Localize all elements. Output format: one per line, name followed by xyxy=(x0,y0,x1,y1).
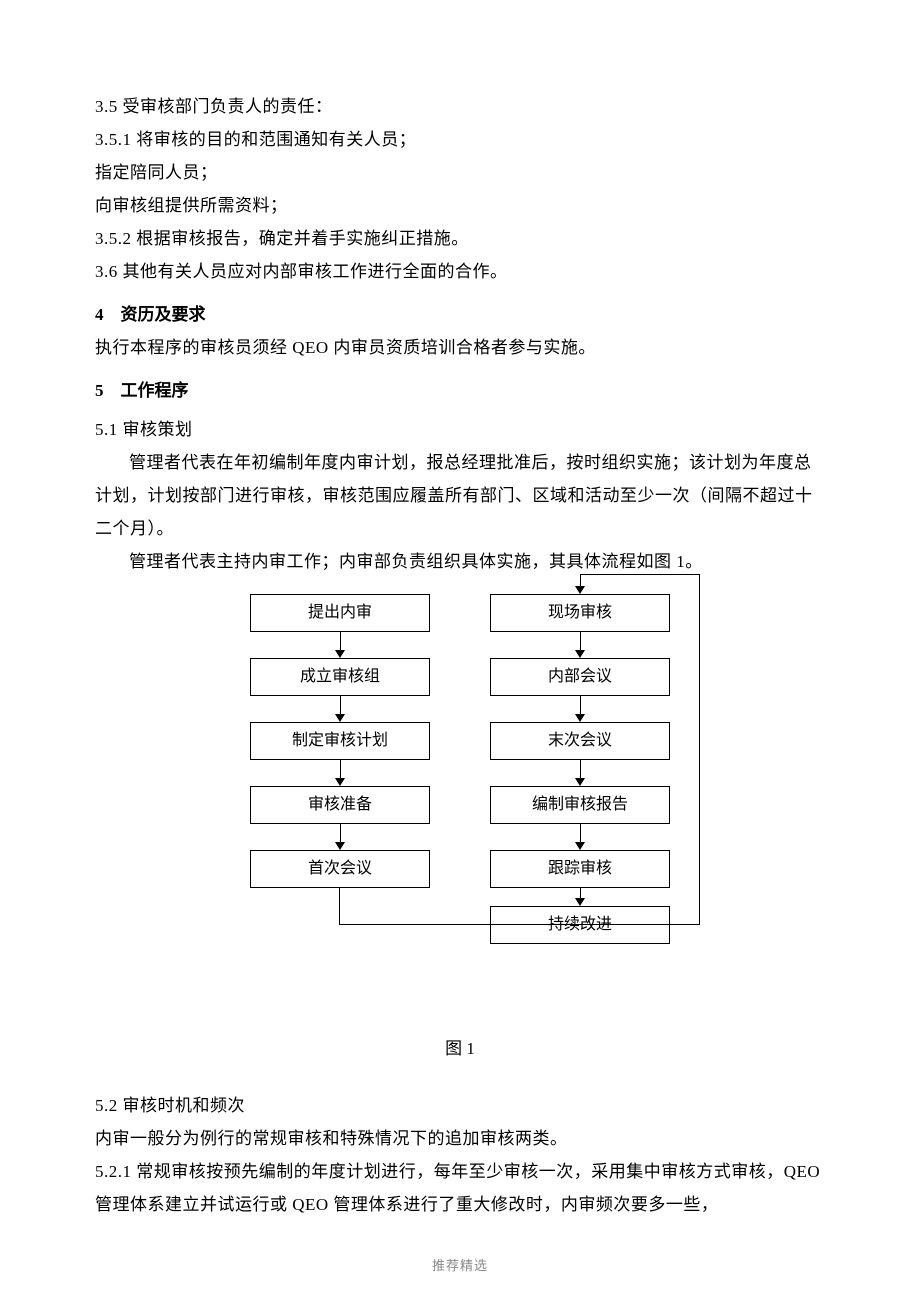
para-5-2: 5.2 审核时机和频次 xyxy=(95,1089,825,1122)
para-3-6: 3.6 其他有关人员应对内部审核工作进行全面的合作。 xyxy=(95,255,825,288)
para-5-2-1: 5.2.1 常规审核按预先编制的年度计划进行，每年至少审核一次，采用集中审核方式… xyxy=(95,1155,825,1221)
flow-node: 提出内审 xyxy=(250,594,430,632)
flow-connector xyxy=(580,574,700,576)
flow-connector xyxy=(339,924,700,926)
flow-node: 审核准备 xyxy=(250,786,430,824)
flow-node: 末次会议 xyxy=(490,722,670,760)
spacer xyxy=(95,1059,825,1089)
flow-node: 跟踪审核 xyxy=(490,850,670,888)
flow-node: 现场审核 xyxy=(490,594,670,632)
flow-node: 制定审核计划 xyxy=(250,722,430,760)
flow-connector xyxy=(339,888,341,924)
para-3-5-2: 3.5.2 根据审核报告，确定并着手实施纠正措施。 xyxy=(95,222,825,255)
flowchart-left-column: 提出内审 成立审核组 制定审核计划 审核准备 首次会议 xyxy=(250,594,430,888)
para-escort: 指定陪同人员； xyxy=(95,156,825,189)
para-5-1-body-b: 管理者代表主持内审工作；内审部负责组织具体实施，其具体流程如图 1。 xyxy=(95,545,825,578)
arrow-down-icon xyxy=(575,586,585,594)
para-5-1: 5.1 审核策划 xyxy=(95,413,825,446)
flow-connector xyxy=(580,574,582,586)
para-4-body: 执行本程序的审核员须经 QEO 内审员资质培训合格者参与实施。 xyxy=(95,331,825,364)
flow-connector xyxy=(699,574,701,924)
para-3-5: 3.5 受审核部门负责人的责任： xyxy=(95,90,825,123)
para-5-1-body-a: 管理者代表在年初编制年度内审计划，报总经理批准后，按时组织实施；该计划为年度总计… xyxy=(95,446,825,545)
page-footer: 推荐精选 xyxy=(0,1255,920,1274)
document-page: 3.5 受审核部门负责人的责任： 3.5.1 将审核的目的和范围通知有关人员； … xyxy=(0,0,920,1302)
para-5-2-intro: 内审一般分为例行的常规审核和特殊情况下的追加审核两类。 xyxy=(95,1122,825,1155)
flow-node: 首次会议 xyxy=(250,850,430,888)
para-materials: 向审核组提供所需资料； xyxy=(95,189,825,222)
flow-node: 编制审核报告 xyxy=(490,786,670,824)
flowchart-figure-1: 提出内审 成立审核组 制定审核计划 审核准备 首次会议 现场审核 内部会议 末次… xyxy=(210,594,710,1024)
figure-caption: 图 1 xyxy=(95,1034,825,1059)
flow-node: 内部会议 xyxy=(490,658,670,696)
flow-node: 成立审核组 xyxy=(250,658,430,696)
para-3-5-1: 3.5.1 将审核的目的和范围通知有关人员； xyxy=(95,123,825,156)
heading-4: 4 资历及要求 xyxy=(95,298,825,331)
heading-5: 5 工作程序 xyxy=(95,374,825,407)
flowchart-right-column: 现场审核 内部会议 末次会议 编制审核报告 跟踪审核 持续改进 xyxy=(490,594,670,944)
